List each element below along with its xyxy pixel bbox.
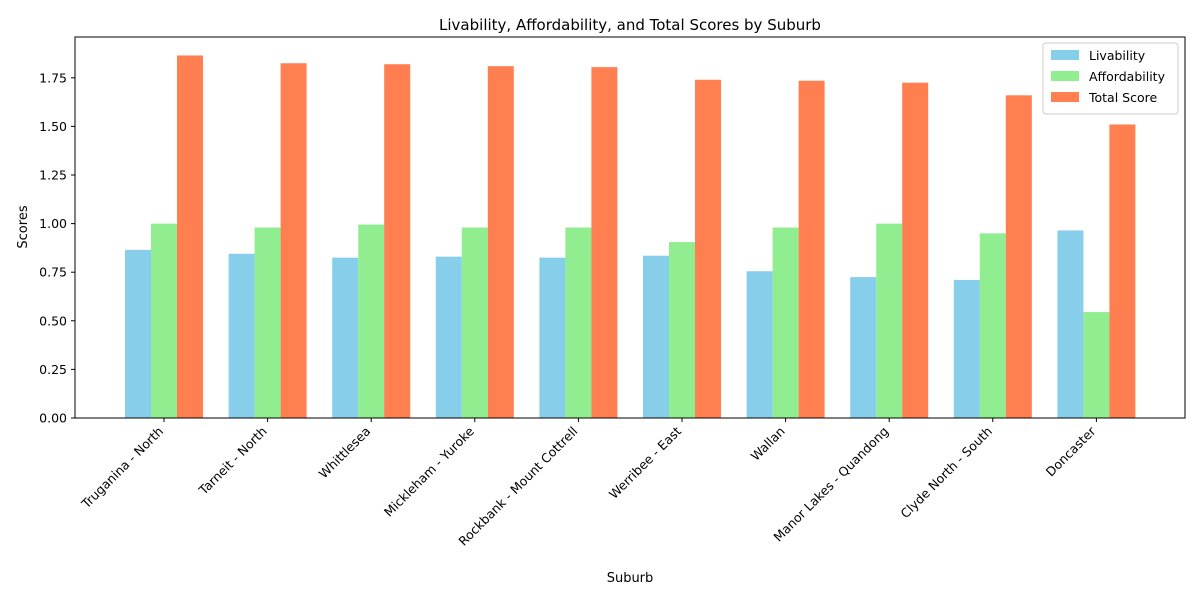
bar-affordability-10 [1083, 312, 1110, 418]
bar-affordability-3 [358, 224, 385, 418]
legend-label: Affordability [1089, 69, 1166, 84]
legend-swatch [1051, 50, 1079, 60]
bar-livability-5 [539, 257, 566, 418]
bar-livability-8 [850, 277, 877, 418]
x-tick-label: Doncaster [1043, 423, 1099, 479]
bars-layer [125, 55, 1136, 419]
bar-livability-6 [643, 255, 669, 418]
bar-total-score-10 [1109, 124, 1136, 418]
bar-livability-9 [953, 279, 980, 418]
y-axis-label: Scores [16, 205, 31, 248]
bar-total-score-4 [487, 66, 514, 418]
x-tick-label: Tarneit - North [195, 424, 270, 499]
x-tick-label: Clyde North - South [897, 424, 995, 522]
x-tick-label: Rockbank - Mount Cottrell [455, 424, 580, 549]
legend-label: Livability [1089, 48, 1146, 63]
bar-livability-7 [746, 271, 773, 418]
bar-affordability-5 [565, 227, 592, 418]
x-tick-label: Manor Lakes - Quandong [770, 424, 891, 545]
legend-label: Total Score [1088, 90, 1157, 105]
chart-title: Livability, Affordability, and Total Sco… [439, 16, 821, 34]
y-tick-label: 0.75 [39, 265, 67, 280]
bar-affordability-7 [772, 227, 799, 418]
bar-affordability-9 [979, 233, 1006, 418]
bar-total-score-2 [280, 63, 307, 419]
legend: Livability Affordability Total Score [1042, 42, 1179, 115]
bar-livability-3 [332, 257, 359, 418]
bar-total-score-9 [1005, 95, 1032, 418]
bar-affordability-4 [461, 227, 488, 418]
x-tick-label: Truganina - North [78, 424, 166, 512]
x-tick-label: Werribee - East [606, 423, 684, 501]
bar-livability-10 [1057, 230, 1084, 418]
bar-affordability-6 [669, 242, 695, 418]
bar-total-score-7 [798, 80, 825, 418]
y-tick-label: 0.25 [39, 362, 67, 377]
bar-total-score-1 [177, 55, 203, 419]
y-tick-label: 0.00 [39, 411, 67, 426]
bar-total-score-3 [384, 64, 411, 418]
bar-affordability-1 [151, 223, 177, 418]
x-tick-label: Mickleham - Yuroke [381, 423, 477, 519]
bar-total-score-6 [695, 79, 721, 418]
x-tick-label: Whittlesea [316, 424, 374, 482]
x-tick-label: Wallan [748, 424, 788, 464]
bar-total-score-5 [591, 67, 618, 419]
bar-total-score-8 [902, 82, 929, 418]
y-tick-label: 1.50 [39, 119, 67, 134]
legend-swatch [1051, 92, 1079, 102]
legend-swatch [1051, 71, 1079, 81]
y-tick-label: 1.00 [39, 216, 67, 231]
bar-livability-4 [435, 256, 462, 418]
bar-affordability-2 [254, 227, 281, 418]
y-tick-label: 1.25 [39, 168, 67, 183]
bar-livability-2 [228, 253, 255, 418]
plot-frame [74, 36, 1186, 419]
x-axis-label: Suburb [607, 571, 654, 586]
bar-livability-1 [125, 249, 151, 418]
y-tick-label: 1.75 [39, 70, 67, 85]
bar-affordability-8 [876, 223, 903, 418]
y-tick-label: 0.50 [39, 313, 67, 328]
